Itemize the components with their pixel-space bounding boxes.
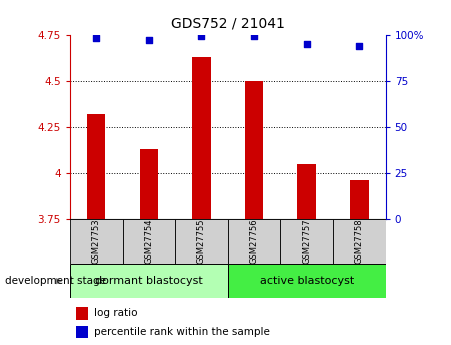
Title: GDS752 / 21041: GDS752 / 21041 — [171, 17, 285, 31]
Bar — [298, 164, 316, 219]
Bar — [245, 81, 263, 219]
Point — [356, 43, 363, 48]
Point — [250, 33, 258, 39]
Text: GSM27758: GSM27758 — [355, 219, 364, 264]
Bar — [228, 219, 281, 264]
Text: dormant blastocyst: dormant blastocyst — [95, 276, 202, 286]
Bar — [228, 264, 386, 298]
Bar — [175, 219, 228, 264]
Text: GSM27756: GSM27756 — [249, 219, 258, 264]
Bar — [70, 264, 228, 298]
Text: log ratio: log ratio — [94, 308, 138, 318]
Bar — [350, 180, 368, 219]
Bar — [333, 219, 386, 264]
Bar — [140, 149, 158, 219]
Bar — [70, 219, 123, 264]
Bar — [87, 114, 106, 219]
Text: development stage: development stage — [5, 276, 106, 286]
Point — [198, 33, 205, 39]
Bar — [192, 57, 211, 219]
Bar — [281, 219, 333, 264]
Text: GSM27754: GSM27754 — [144, 219, 153, 264]
Text: GSM27753: GSM27753 — [92, 219, 101, 264]
Bar — [76, 326, 87, 338]
Text: active blastocyst: active blastocyst — [260, 276, 354, 286]
Point — [92, 36, 100, 41]
Point — [303, 41, 310, 47]
Text: GSM27757: GSM27757 — [302, 219, 311, 264]
Bar — [76, 307, 87, 319]
Text: GSM27755: GSM27755 — [197, 219, 206, 264]
Point — [145, 37, 152, 43]
Bar — [123, 219, 175, 264]
Text: percentile rank within the sample: percentile rank within the sample — [94, 327, 270, 337]
